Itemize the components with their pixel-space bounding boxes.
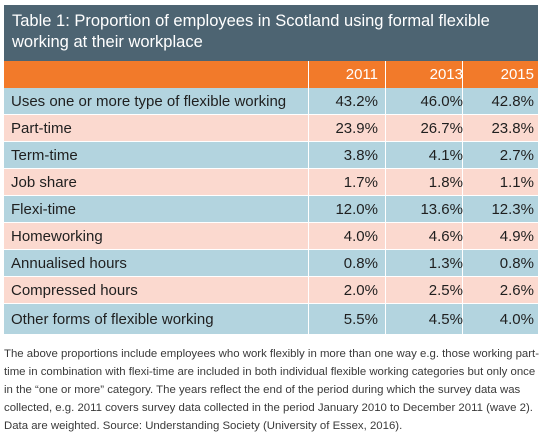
header-divider xyxy=(308,61,309,88)
header-divider xyxy=(462,61,463,88)
row-label: Compressed hours xyxy=(11,282,138,299)
cell-2013: 26.7% xyxy=(420,120,463,137)
table-row: Part-time 23.9% 26.7% 23.8% xyxy=(4,115,538,142)
cell-2013: 2.5% xyxy=(428,282,463,299)
table-row: Homeworking 4.0% 4.6% 4.9% xyxy=(4,223,538,250)
header-divider xyxy=(385,61,386,88)
column-header-2013: 2013 xyxy=(429,66,463,83)
cell-2015: 4.9% xyxy=(499,228,534,245)
cell-2013: 1.8% xyxy=(428,174,463,191)
row-label: Term-time xyxy=(11,147,78,164)
cell-2013: 13.6% xyxy=(420,201,463,218)
table-row: Compressed hours 2.0% 2.5% 2.6% xyxy=(4,277,538,304)
cell-2015: 4.0% xyxy=(499,311,534,328)
table-title: Table 1: Proportion of employees in Scot… xyxy=(4,5,538,61)
cell-2015: 2.7% xyxy=(499,147,534,164)
column-header-2015: 2015 xyxy=(500,66,534,83)
row-label: Part-time xyxy=(11,120,72,137)
cell-2015: 0.8% xyxy=(499,255,534,272)
cell-2011: 12.0% xyxy=(335,201,378,218)
cell-2015: 42.8% xyxy=(491,93,534,110)
cell-2013: 1.3% xyxy=(428,255,463,272)
row-label: Flexi-time xyxy=(11,201,77,218)
table-footnote: The above proportions include employees … xyxy=(4,348,540,432)
table-row: Uses one or more type of flexible workin… xyxy=(4,88,538,115)
cell-2011: 4.0% xyxy=(343,228,378,245)
row-label: Uses one or more type of flexible workin… xyxy=(11,93,287,110)
cell-2013: 4.1% xyxy=(428,147,463,164)
cell-2015: 1.1% xyxy=(499,174,534,191)
cell-2011: 1.7% xyxy=(343,174,378,191)
cell-2013: 4.5% xyxy=(428,311,463,328)
column-header-2011: 2011 xyxy=(345,66,378,83)
cell-2011: 3.8% xyxy=(343,147,378,164)
table-row: Flexi-time 12.0% 13.6% 12.3% xyxy=(4,196,538,223)
row-label: Job share xyxy=(11,174,77,191)
cell-2011: 23.9% xyxy=(335,120,378,137)
table-row: Job share 1.7% 1.8% 1.1% xyxy=(4,169,538,196)
table-row: Annualised hours 0.8% 1.3% 0.8% xyxy=(4,250,538,277)
cell-2013: 4.6% xyxy=(428,228,463,245)
cell-2011: 43.2% xyxy=(335,93,378,110)
cell-2011: 5.5% xyxy=(343,311,378,328)
table-row: Other forms of flexible working 5.5% 4.5… xyxy=(4,304,538,335)
row-label: Homeworking xyxy=(11,228,103,245)
cell-2011: 2.0% xyxy=(343,282,378,299)
table-row: Term-time 3.8% 4.1% 2.7% xyxy=(4,142,538,169)
cell-2015: 23.8% xyxy=(491,120,534,137)
cell-2011: 0.8% xyxy=(343,255,378,272)
row-label: Annualised hours xyxy=(11,255,127,272)
cell-2013: 46.0% xyxy=(420,93,463,110)
cell-2015: 2.6% xyxy=(499,282,534,299)
cell-2015: 12.3% xyxy=(491,201,534,218)
table-header-row: 2011 2013 2015 xyxy=(4,61,538,88)
row-label: Other forms of flexible working xyxy=(11,311,214,328)
